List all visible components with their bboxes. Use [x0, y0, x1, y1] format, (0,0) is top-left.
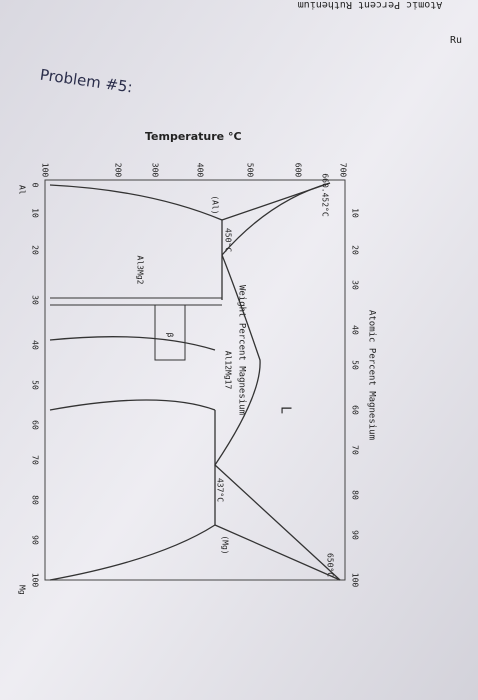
weight-tick: 10 [31, 208, 40, 218]
weight-tick: 40 [31, 340, 40, 350]
weight-tick: 70 [31, 455, 40, 465]
weight-tick: 20 [31, 245, 40, 255]
weight-tick: 90 [31, 535, 40, 545]
atomic-tick: 40 [351, 325, 360, 335]
temperature-tick: 400 [196, 163, 205, 178]
atomic-tick: 100 [351, 573, 360, 588]
region-label: 437°C [216, 478, 225, 502]
region-label: β [166, 333, 175, 338]
bottom-axis-label: Weight Percent Magnesium [237, 285, 247, 415]
temperature-tick: 200 [114, 163, 123, 178]
temperature-label: Temperature °C [145, 130, 242, 143]
weight-tick: 100 [31, 573, 40, 588]
atomic-tick: 60 [351, 405, 360, 415]
region-label: (Al) [211, 195, 220, 214]
temperature-tick: 600 [294, 163, 303, 178]
region-label: (Mg) [221, 535, 230, 554]
left-element: Al [18, 185, 27, 195]
atomic-tick: 20 [351, 245, 360, 255]
atomic-tick: 90 [351, 530, 360, 540]
region-label: 450°C [224, 228, 233, 252]
atomic-tick: 30 [351, 280, 360, 290]
weight-tick: 50 [31, 380, 40, 390]
region-label: 650°C [326, 553, 335, 577]
temperature-tick: 700 [339, 163, 348, 178]
weight-tick: 30 [31, 295, 40, 305]
temperature-tick: 300 [151, 163, 160, 178]
corner-label: Ru [450, 35, 462, 46]
region-label: L [278, 406, 293, 414]
atomic-tick: 10 [351, 208, 360, 218]
top-label: Atomic Percent Ruthenium [298, 0, 443, 10]
region-label: 660.452°C [321, 173, 330, 217]
temperature-tick: 100 [41, 163, 50, 178]
diagram-lines [44, 179, 346, 581]
weight-tick: 60 [31, 420, 40, 430]
weight-tick: 0 [31, 183, 40, 188]
atomic-tick: 70 [351, 445, 360, 455]
region-label: Al3Mg2 [136, 256, 145, 285]
right-element: Mg [18, 585, 27, 595]
weight-tick: 80 [31, 495, 40, 505]
region-label: Al12Mg17 [224, 351, 233, 390]
top-axis-label: Atomic Percent Magnesium [367, 310, 377, 440]
atomic-tick: 80 [351, 490, 360, 500]
atomic-tick: 50 [351, 360, 360, 370]
temperature-tick: 500 [246, 163, 255, 178]
